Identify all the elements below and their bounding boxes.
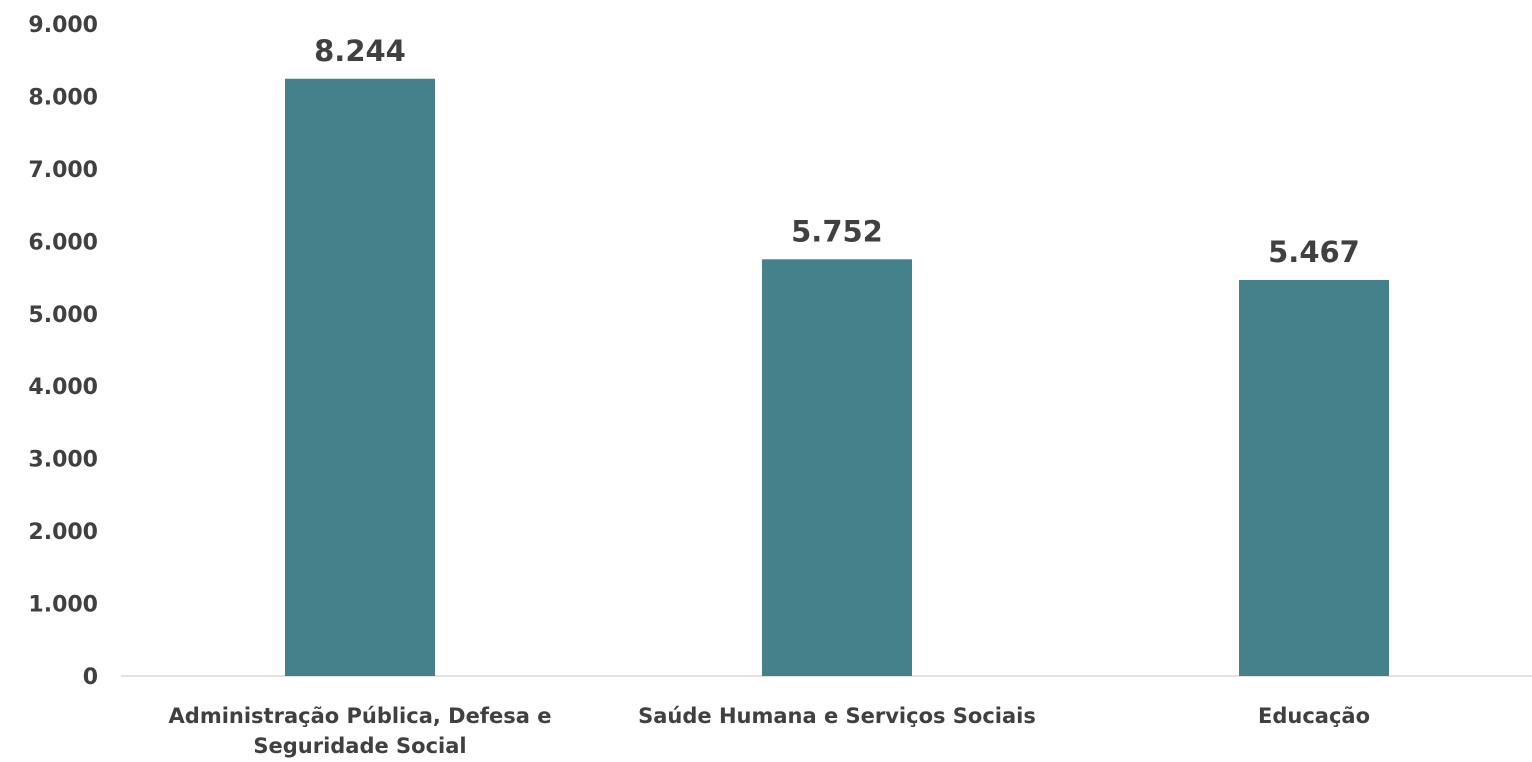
y-axis-tick-labels: 0 1.000 2.000 3.000 4.000 5.000 6.000 7.000 8.00… bbox=[28, 13, 98, 690]
bar bbox=[1239, 279, 1389, 676]
data-label: 5.467 bbox=[1268, 235, 1360, 269]
category-label: Saúde Humana e Serviços Sociais bbox=[638, 704, 1036, 728]
y-tick-label: 0 bbox=[83, 665, 98, 690]
bars bbox=[285, 78, 1389, 676]
data-labels: 8.244 5.752 5.467 bbox=[314, 34, 1360, 269]
x-axis-category-labels: Administração Pública, Defesa e Seguridad… bbox=[169, 704, 1370, 758]
y-tick-label: 8.000 bbox=[28, 85, 98, 110]
y-tick-label: 5.000 bbox=[28, 303, 98, 328]
bar bbox=[762, 259, 912, 676]
y-tick-label: 9.000 bbox=[28, 13, 98, 38]
y-tick-label: 4.000 bbox=[28, 375, 98, 400]
data-label: 5.752 bbox=[791, 214, 883, 248]
category-label: Administração Pública, Defesa e bbox=[169, 704, 552, 728]
bar bbox=[285, 78, 435, 676]
y-tick-label: 2.000 bbox=[28, 520, 98, 545]
y-tick-label: 6.000 bbox=[28, 230, 98, 255]
category-label: Seguridade Social bbox=[253, 734, 466, 758]
data-label: 8.244 bbox=[314, 34, 406, 68]
y-tick-label: 1.000 bbox=[28, 593, 98, 618]
y-tick-label: 7.000 bbox=[28, 158, 98, 183]
category-label: Educação bbox=[1258, 704, 1370, 728]
y-tick-label: 3.000 bbox=[28, 448, 98, 473]
